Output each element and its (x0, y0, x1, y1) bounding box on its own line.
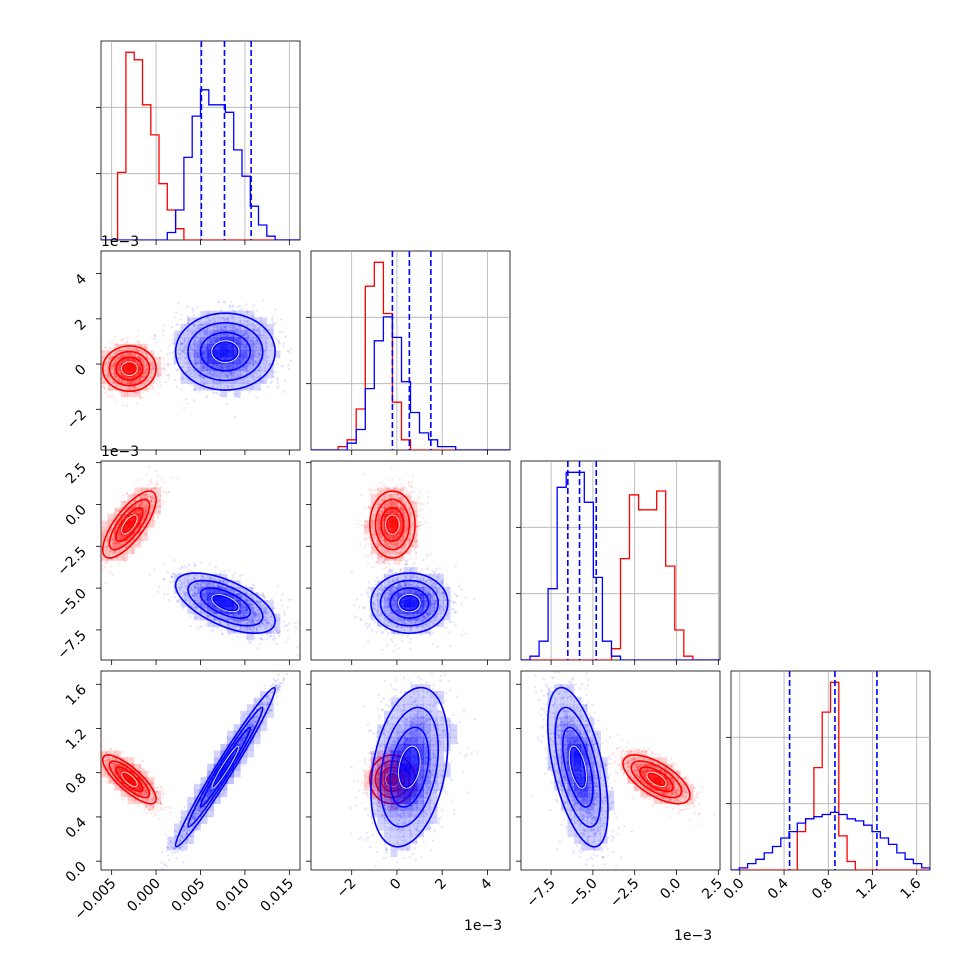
exponent-label-p2-y: 1e−3 (101, 234, 139, 250)
histogram-step-red (521, 490, 720, 660)
y-tick-label-p3: −5.0 (54, 586, 89, 621)
panel-p1-p1 (96, 40, 301, 245)
panel-p3-p2 (306, 460, 511, 665)
histogram-p1 (101, 41, 300, 240)
y-tick-label-p3: 2.5 (63, 460, 90, 487)
x-tick-label-p1: −0.005 (72, 876, 120, 924)
contour-lines (370, 572, 449, 635)
x-tick-label-p3: −2.5 (607, 876, 642, 911)
scatter-p4-vs-p2 (349, 672, 479, 870)
y-tick-label-p4: 1.6 (63, 682, 90, 709)
x-tick-label-p1: 0.000 (124, 876, 164, 916)
x-tick-label-p2: 0 (387, 876, 405, 894)
scatter-p4-vs-p1 (101, 671, 289, 870)
histogram-step-blue (731, 811, 930, 870)
x-tick-label-p2: 2 (432, 876, 450, 894)
contour-lines (546, 686, 609, 848)
density-fill (364, 487, 418, 561)
scatter-p3-vs-p2 (350, 467, 476, 653)
contour-lines (370, 686, 449, 848)
scatter-p4-vs-p3 (531, 671, 716, 868)
x-tick-label-p4: 1.6 (898, 875, 925, 902)
density-fill (173, 573, 281, 641)
y-tick-label-p3: −7.5 (54, 627, 89, 662)
y-tick-label-p2: 4 (72, 271, 90, 289)
histogram-p2 (311, 251, 510, 450)
histogram-p4 (731, 671, 930, 870)
contour-lines (174, 572, 276, 635)
y-tick-label-p3: 0.0 (63, 502, 90, 529)
x-tick-label-p2: 4 (478, 875, 496, 893)
x-tick-label-p2: −2 (334, 876, 360, 902)
contour-lines (101, 345, 157, 393)
histogram-step-blue (521, 471, 720, 660)
panel-content (101, 41, 930, 870)
exponent-label-p3-x: 1e−3 (674, 928, 712, 944)
contour-lines (622, 754, 691, 805)
histogram-p3 (521, 461, 720, 660)
y-tick-label-p4: 0.4 (63, 814, 90, 841)
y-tick-label-p3: −2.5 (54, 544, 89, 579)
x-tick-label-p1: 0.010 (213, 876, 253, 916)
y-tick-label-p4: 0.0 (63, 859, 90, 886)
contour-lines (368, 490, 416, 559)
histogram-step-blue (101, 89, 300, 240)
y-tick-label-p2: −2 (64, 407, 90, 433)
contour-lines (101, 490, 157, 559)
panel-p4-p4 (726, 670, 931, 875)
contour-lines (174, 686, 276, 848)
x-tick-label-p4: 0.0 (721, 876, 748, 903)
panel-p3-p3 (516, 460, 721, 665)
x-tick-label-p4: 1.2 (853, 876, 880, 903)
panel-p3-p1 (96, 460, 301, 665)
exponent-labels: 1e−3 1e−3 1e−3 1e−3 (101, 234, 712, 944)
y-tick-label-p4: 0.8 (63, 770, 90, 797)
x-tick-label-p4: 0.4 (765, 875, 792, 902)
histogram-step-red (731, 681, 930, 870)
exponent-label-p3-y: 1e−3 (101, 444, 139, 460)
histogram-step-blue (311, 316, 510, 450)
y-tick-label-p4: 1.2 (63, 726, 90, 753)
x-tick-label-p4: 0.8 (809, 876, 836, 903)
panel-frames (96, 40, 931, 875)
contour-lines (174, 312, 276, 391)
x-tick-label-p1: 0.015 (258, 876, 298, 916)
y-tick-label-p2: 2 (72, 316, 90, 334)
scatter-p3-vs-p1 (101, 465, 300, 657)
scatter-p2-vs-p1 (101, 299, 293, 419)
x-tick-label-p3: 0.0 (657, 876, 684, 903)
exponent-label-p2-x: 1e−3 (464, 918, 502, 934)
panel-p2-p2 (306, 250, 511, 455)
x-tick-label-p3: −7.5 (524, 876, 559, 911)
x-tick-label-p3: −5.0 (565, 876, 600, 911)
y-tick-label-p2: 0 (72, 362, 90, 380)
x-tick-label-p1: 0.005 (169, 876, 209, 916)
contour-lines (101, 754, 157, 805)
